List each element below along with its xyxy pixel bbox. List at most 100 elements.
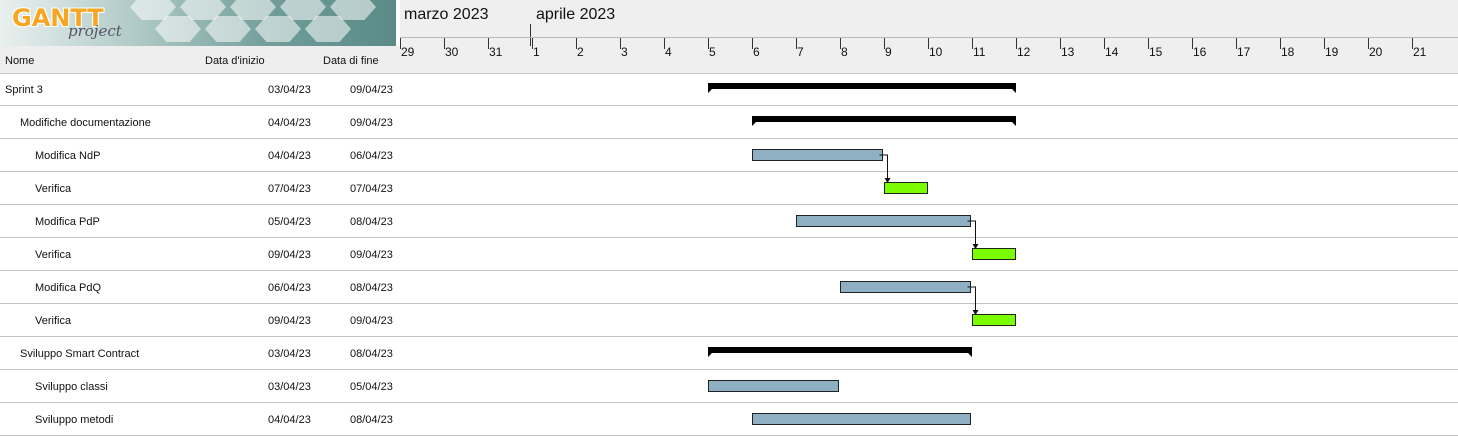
chart-row	[400, 271, 1458, 304]
table-row[interactable]: Modifiche documentazione 04/04/23 09/04/23	[0, 106, 400, 139]
task-end-date: 08/04/23	[350, 282, 393, 294]
column-header-name[interactable]: Nome	[5, 55, 35, 67]
day-tick	[532, 38, 533, 49]
task-start-date: 05/04/23	[268, 216, 311, 228]
hex-decoration	[155, 16, 201, 42]
day-label: 3	[621, 45, 628, 59]
day-label: 11	[973, 45, 986, 59]
gantt-chart: marzo 2023 aprile 2023 29 30 31 1 2 3 4 5 6 7 8 9 10…	[400, 0, 1458, 436]
task-end-date: 07/04/23	[350, 183, 393, 195]
task-start-date: 06/04/23	[268, 282, 311, 294]
task-end-date: 06/04/23	[350, 150, 393, 162]
day-label: 8	[841, 45, 848, 59]
task-end-date: 08/04/23	[350, 414, 393, 426]
table-row[interactable]: Verifica 07/04/23 07/04/23	[0, 172, 400, 205]
verification-bar[interactable]	[972, 248, 1016, 260]
dependency-arrow[interactable]	[967, 286, 979, 315]
day-tick	[708, 38, 709, 49]
app-logo: GANTT	[12, 4, 104, 32]
hex-decoration	[205, 16, 251, 42]
day-tick	[400, 38, 401, 49]
task-name: Sviluppo metodi	[35, 414, 114, 426]
day-tick	[1060, 38, 1061, 49]
verification-bar[interactable]	[972, 314, 1016, 326]
task-name: Modifiche documentazione	[20, 117, 151, 129]
day-label: 2	[577, 45, 584, 59]
day-label: 13	[1061, 45, 1075, 59]
summary-bar[interactable]	[752, 116, 1016, 126]
day-tick	[796, 38, 797, 49]
table-row[interactable]: Sviluppo metodi 04/04/23 08/04/23	[0, 403, 400, 436]
column-header-start[interactable]: Data d'inizio	[205, 55, 265, 67]
table-row[interactable]: Sviluppo Smart Contract 03/04/23 08/04/23	[0, 337, 400, 370]
day-tick	[620, 38, 621, 49]
day-label: 16	[1193, 45, 1207, 59]
day-strip: 29 30 31 1 2 3 4 5 6 7 8 9 10 11 12 13 14 15 16 17 18 19 20 21	[400, 37, 1458, 74]
task-name: Verifica	[35, 315, 72, 327]
day-tick	[1368, 38, 1369, 49]
chart-row	[400, 238, 1458, 271]
day-label: 20	[1369, 45, 1383, 59]
verification-bar[interactable]	[884, 182, 928, 194]
task-start-date: 03/04/23	[268, 348, 311, 360]
table-row[interactable]: Sprint 3 03/04/23 09/04/23	[0, 73, 400, 106]
month-label-march: marzo 2023	[404, 6, 489, 23]
day-tick	[1192, 38, 1193, 49]
day-tick	[444, 38, 445, 49]
day-tick	[1280, 38, 1281, 49]
day-label: 30	[445, 45, 459, 59]
month-label-april: aprile 2023	[536, 6, 616, 23]
day-tick	[1016, 38, 1017, 49]
day-label: 9	[885, 45, 892, 59]
task-bar[interactable]	[796, 215, 971, 227]
table-row[interactable]: Modifica PdP 05/04/23 08/04/23	[0, 205, 400, 238]
table-row[interactable]: Modifica PdQ 06/04/23 08/04/23	[0, 271, 400, 304]
summary-bar[interactable]	[708, 83, 1016, 93]
task-name: Sviluppo Smart Contract	[20, 348, 140, 360]
dependency-arrow[interactable]	[879, 154, 891, 183]
app-logo-subtitle: project	[68, 22, 122, 40]
task-bar[interactable]	[840, 281, 971, 293]
task-end-date: 09/04/23	[350, 249, 393, 261]
task-start-date: 04/04/23	[268, 150, 311, 162]
day-label: 4	[665, 45, 672, 59]
dependency-arrow[interactable]	[967, 220, 979, 249]
task-start-date: 09/04/23	[268, 249, 311, 261]
timeline-header: marzo 2023 aprile 2023 29 30 31 1 2 3 4 5 6 7 8 9 10…	[400, 0, 1458, 74]
day-label: 12	[1017, 45, 1031, 59]
day-tick	[664, 38, 665, 49]
task-end-date: 09/04/23	[350, 84, 393, 96]
table-row[interactable]: Verifica 09/04/23 09/04/23	[0, 304, 400, 337]
day-tick	[1236, 38, 1237, 49]
day-label: 29	[401, 45, 415, 59]
hex-decoration	[130, 0, 176, 20]
gantt-logo-area: GANTT project	[0, 0, 396, 46]
day-label: 19	[1325, 45, 1339, 59]
day-tick	[576, 38, 577, 49]
chart-row	[400, 73, 1458, 106]
day-tick	[1148, 38, 1149, 49]
table-row[interactable]: Modifica NdP 04/04/23 06/04/23	[0, 139, 400, 172]
table-row[interactable]: Sviluppo classi 03/04/23 05/04/23	[0, 370, 400, 403]
day-tick	[972, 38, 973, 49]
task-bar[interactable]	[752, 149, 883, 161]
day-label: 5	[709, 45, 716, 59]
chart-row	[400, 106, 1458, 139]
table-row[interactable]: Verifica 09/04/23 09/04/23	[0, 238, 400, 271]
task-end-date: 08/04/23	[350, 216, 393, 228]
task-name: Modifica PdQ	[35, 282, 102, 294]
column-header-end[interactable]: Data di fine	[323, 55, 379, 67]
task-bar[interactable]	[708, 380, 839, 392]
task-start-date: 09/04/23	[268, 315, 311, 327]
task-start-date: 04/04/23	[268, 414, 311, 426]
task-start-date: 03/04/23	[268, 84, 311, 96]
task-table-header: Nome Data d'inizio Data di fine	[0, 46, 400, 74]
task-name: Verifica	[35, 183, 72, 195]
summary-bar[interactable]	[708, 347, 972, 357]
bars-layer	[708, 83, 1016, 425]
day-label: 14	[1105, 45, 1119, 59]
task-bar[interactable]	[752, 413, 971, 425]
month-separator	[530, 24, 531, 46]
hex-decoration	[230, 0, 276, 20]
chart-row	[400, 172, 1458, 205]
